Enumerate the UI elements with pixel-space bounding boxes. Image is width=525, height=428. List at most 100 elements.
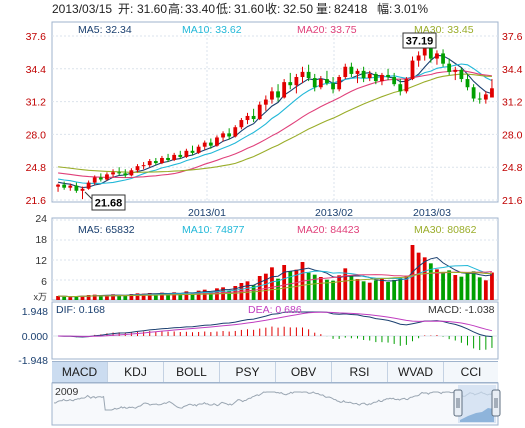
navigator-panel[interactable] bbox=[51, 382, 499, 426]
candle-body bbox=[441, 53, 445, 64]
macd-lines bbox=[58, 311, 493, 338]
x-axis-labels: 2013/01 2013/02 2013/03 bbox=[188, 207, 451, 219]
indicator-tab-bar: MACD KDJ BOLL PSY OBV RSI WVAD CCI bbox=[52, 361, 498, 383]
volume-bar bbox=[92, 294, 97, 300]
candle-body bbox=[221, 133, 225, 138]
candle-body bbox=[233, 127, 238, 137]
price-tick-right: 34.4 bbox=[502, 64, 523, 76]
price-tick-right: 37.6 bbox=[502, 31, 523, 43]
volume-bar bbox=[68, 297, 73, 300]
volume-bar bbox=[404, 275, 409, 300]
tab-boll[interactable]: BOLL bbox=[164, 362, 220, 382]
navigator-right-handle[interactable] bbox=[491, 389, 501, 417]
volume-bar bbox=[325, 279, 329, 300]
price-tick-left: 28.0 bbox=[26, 129, 47, 141]
candle-body bbox=[123, 173, 128, 176]
candle-body bbox=[355, 70, 360, 74]
volume-ma30-line bbox=[58, 271, 492, 298]
candle-body bbox=[465, 79, 470, 88]
volume-bar bbox=[62, 296, 67, 300]
tab-cci[interactable]: CCI bbox=[460, 365, 482, 379]
navigator-year-label: 2009 bbox=[55, 386, 79, 398]
header-open: 31.60 bbox=[137, 2, 167, 16]
volume-bar bbox=[166, 294, 170, 300]
candle-body bbox=[263, 99, 268, 105]
tab-kdj[interactable]: KDJ bbox=[108, 362, 164, 382]
header-change: 3.01% bbox=[394, 2, 428, 16]
volume-bar bbox=[123, 295, 128, 300]
x-label-mar: 2013/03 bbox=[413, 207, 451, 219]
ma10-line bbox=[58, 63, 493, 184]
navigator-window-sparkline bbox=[460, 408, 494, 422]
volume-bar bbox=[422, 257, 427, 300]
candle-body bbox=[312, 78, 317, 88]
tab-rsi[interactable]: RSI bbox=[332, 362, 388, 382]
candle-body bbox=[257, 104, 262, 120]
candle-body bbox=[56, 184, 60, 187]
volume-legend: MA5: 65832 MA10: 74877 MA20: 84423 MA30:… bbox=[78, 224, 477, 236]
volume-bar bbox=[282, 265, 287, 300]
candle-body bbox=[245, 115, 250, 121]
tab-wvad[interactable]: WVAD bbox=[388, 362, 444, 382]
tab-obv[interactable]: OBV bbox=[276, 362, 332, 382]
volume-bar bbox=[306, 272, 311, 300]
volume-ma10-label: MA10: 74877 bbox=[182, 224, 245, 236]
volume-tick-12: 12 bbox=[35, 255, 47, 267]
volume-bar bbox=[147, 293, 152, 300]
price-ma20-label: MA20: 33.75 bbox=[297, 24, 357, 36]
candle-body bbox=[386, 74, 390, 77]
volume-bar bbox=[288, 271, 293, 300]
tab-psy[interactable]: PSY bbox=[220, 362, 276, 382]
candle-body bbox=[227, 133, 232, 137]
volume-ma30-label: MA30: 80862 bbox=[414, 224, 477, 236]
volume-bar bbox=[380, 278, 384, 300]
volume-bar bbox=[117, 295, 122, 300]
header-close-label: 收: bbox=[265, 2, 280, 16]
volume-bar bbox=[227, 290, 232, 300]
volume-bar bbox=[105, 295, 109, 300]
candle-body bbox=[62, 184, 67, 188]
macd-y-axis: 1.948 0.000 -1.948 bbox=[18, 306, 48, 367]
header-date: 2013/03/15 bbox=[52, 2, 112, 16]
candle-body bbox=[190, 150, 195, 153]
volume-ma20-label: MA20: 84423 bbox=[297, 224, 360, 236]
volume-bar bbox=[453, 275, 458, 300]
volume-bar bbox=[447, 270, 452, 300]
candle-body bbox=[251, 115, 256, 120]
price-tick-left: 24.8 bbox=[26, 162, 47, 174]
volume-moving-averages bbox=[58, 256, 492, 298]
candle-body bbox=[471, 87, 476, 99]
candle-body bbox=[80, 188, 85, 191]
volume-bar bbox=[111, 294, 115, 300]
volume-bar bbox=[312, 274, 317, 300]
candle-body bbox=[160, 157, 164, 164]
candle-body bbox=[404, 79, 409, 92]
candle-body bbox=[294, 77, 299, 86]
candle-body bbox=[453, 69, 458, 72]
price-candles bbox=[56, 40, 494, 200]
candle-body bbox=[392, 77, 397, 85]
volume-bar bbox=[141, 293, 146, 300]
macd-dif-line bbox=[58, 311, 492, 338]
candle-body bbox=[410, 60, 415, 80]
volume-bar bbox=[459, 276, 464, 300]
volume-tick-18: 18 bbox=[35, 234, 47, 246]
candle-body bbox=[435, 53, 439, 59]
candle-body bbox=[373, 73, 378, 82]
volume-bar bbox=[477, 277, 482, 300]
volume-bar bbox=[172, 292, 177, 300]
candle-body bbox=[477, 98, 482, 100]
candle-body bbox=[196, 146, 201, 153]
macd-tick-top: 1.948 bbox=[22, 306, 48, 318]
candle-body bbox=[202, 142, 207, 147]
volume-bar bbox=[178, 293, 183, 300]
tab-macd[interactable]: MACD bbox=[52, 362, 108, 382]
volume-bar bbox=[490, 272, 494, 300]
navigator-sparkline bbox=[53, 391, 496, 411]
candle-body bbox=[68, 185, 73, 188]
navigator-left-handle[interactable] bbox=[453, 389, 463, 417]
candle-body bbox=[172, 154, 177, 161]
volume-bar bbox=[56, 296, 60, 300]
volume-tick-24: 24 bbox=[35, 213, 47, 225]
